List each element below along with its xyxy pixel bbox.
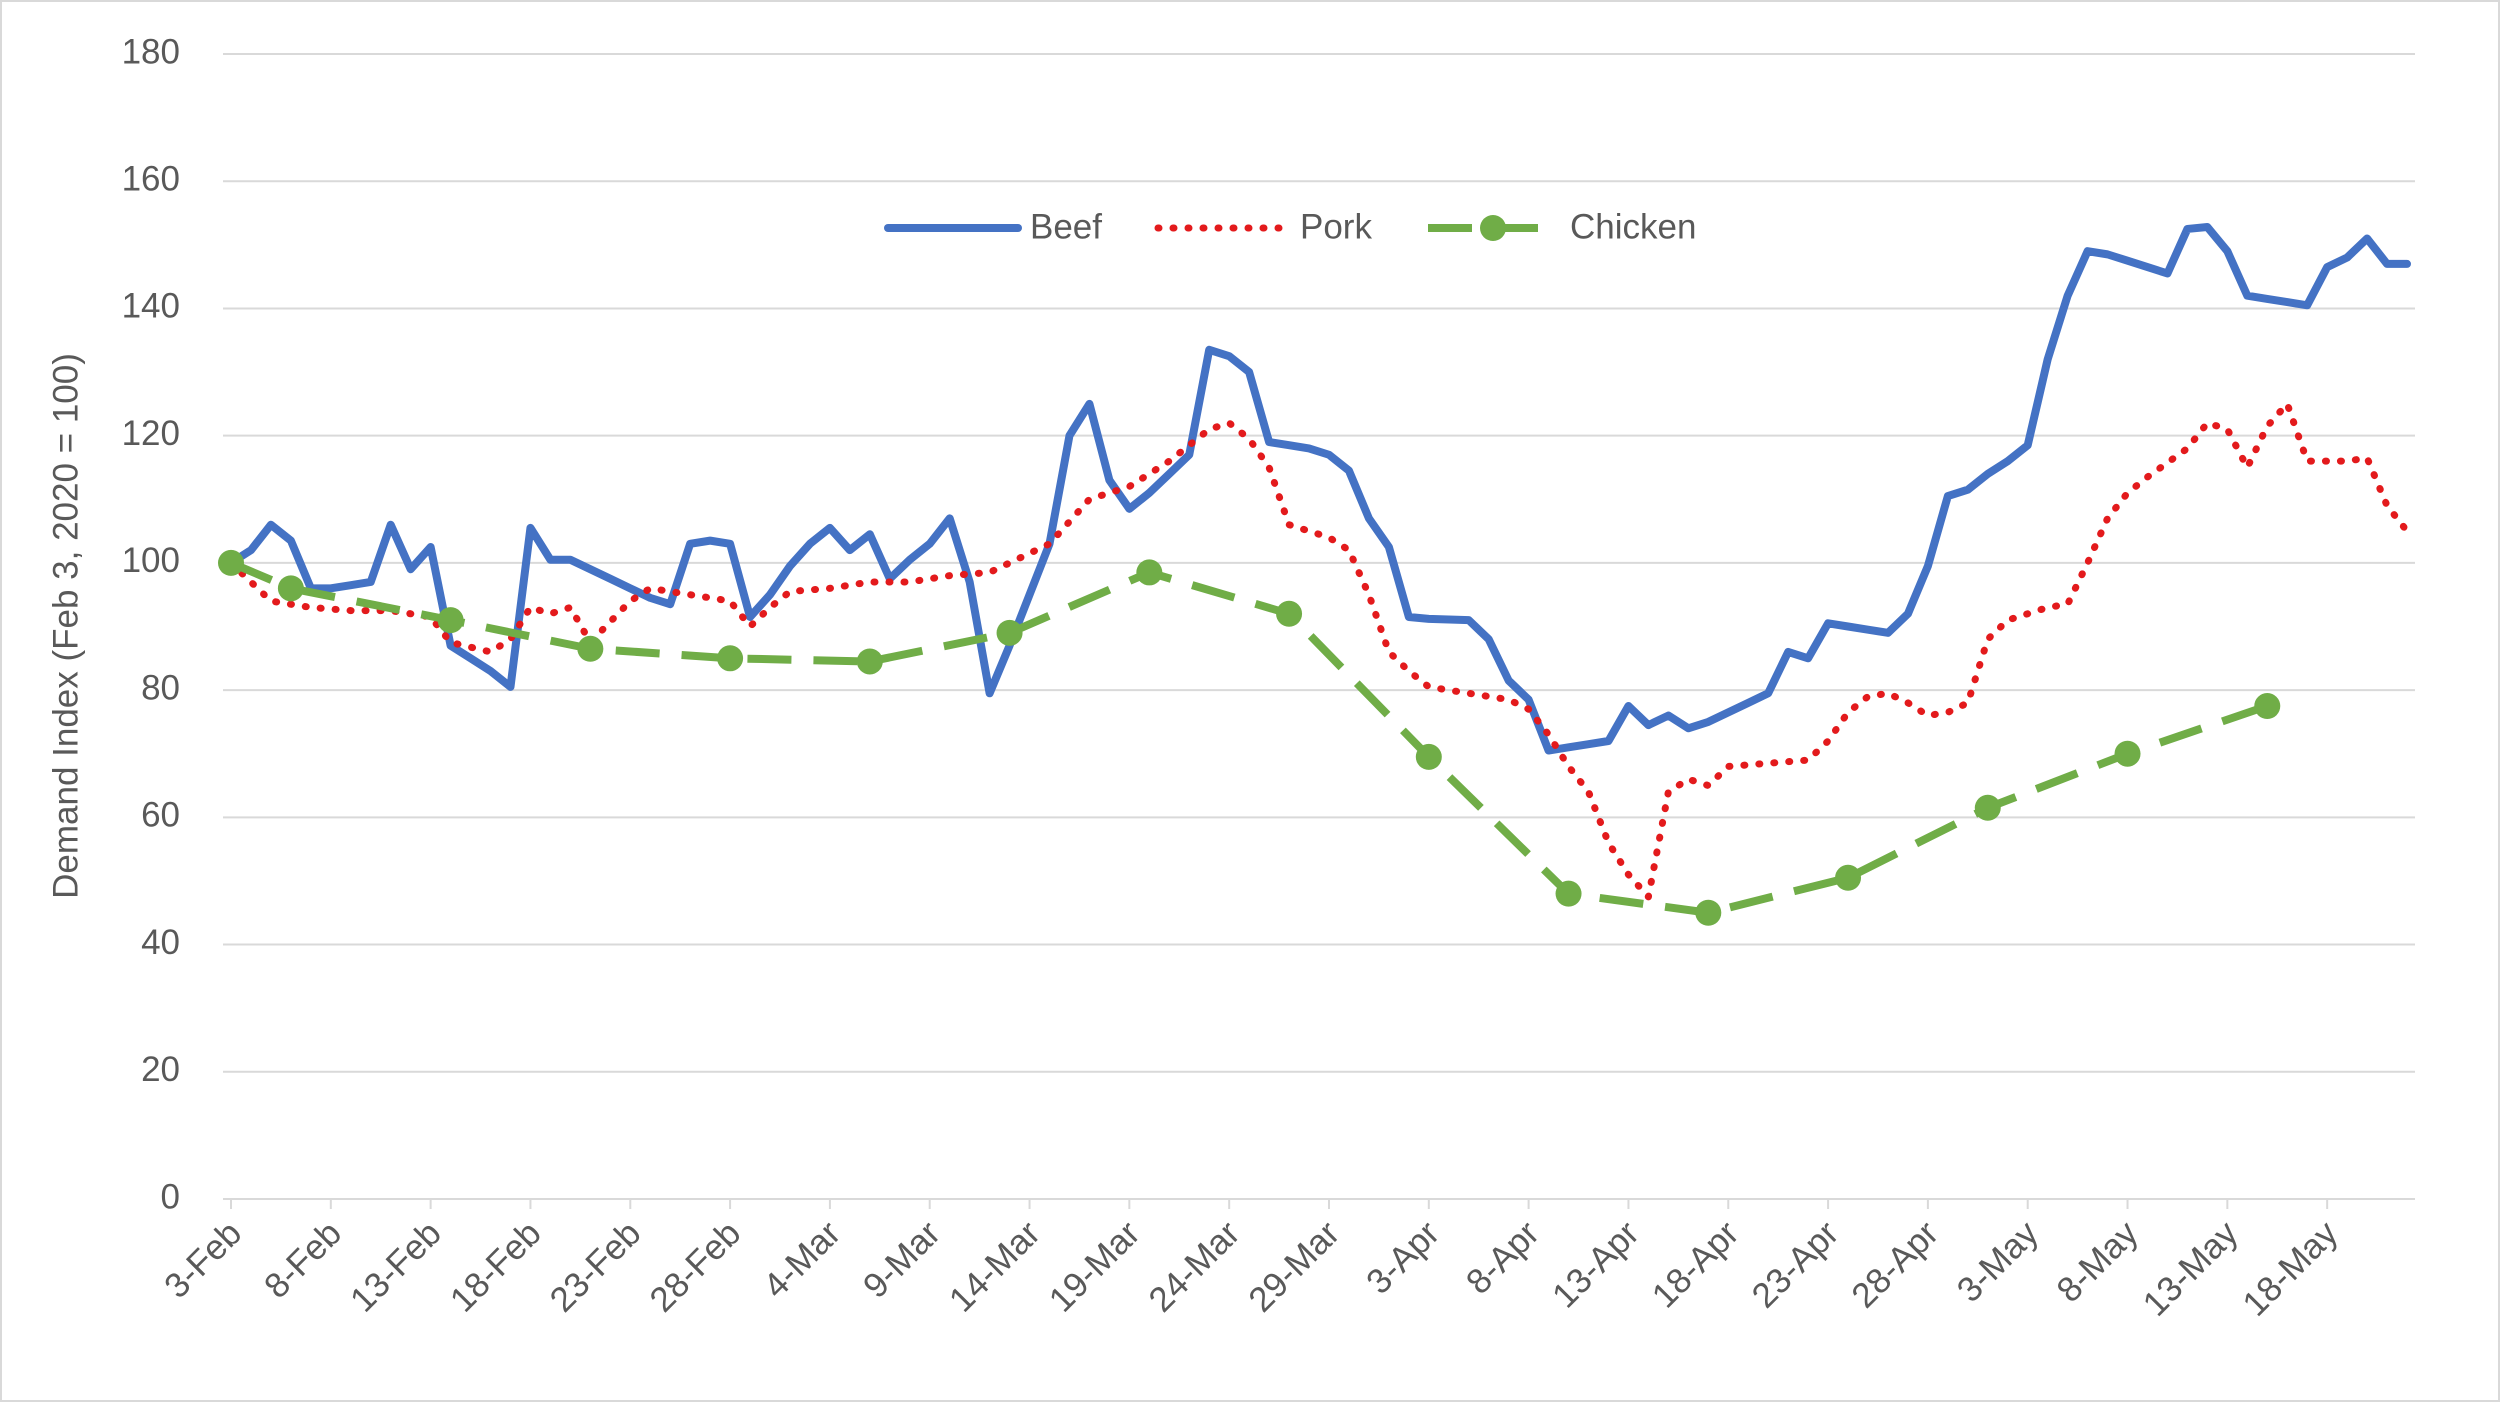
point-marker [577,635,604,662]
legend-label: Beef [1030,207,1102,246]
series-line [227,223,2412,755]
y-tick-label: 40 [141,923,180,962]
y-axis-label: Demand Index (Feb 3, 2020 = 100) [46,353,85,899]
point-marker [1974,794,2001,821]
point-marker [277,575,304,602]
point-marker [1276,600,1303,627]
y-tick-label: 160 [122,159,180,198]
y-tick-label: 80 [141,668,180,707]
y-tick-label: 120 [122,414,180,453]
point-marker [437,607,464,634]
y-tick-label: 140 [122,287,180,326]
y-tick-label: 100 [122,541,180,580]
y-tick-label: 180 [122,32,180,71]
y-tick-label: 60 [141,796,180,835]
point-marker [856,648,883,675]
point-marker [2114,740,2141,767]
series-line [227,400,2411,901]
point-marker [1695,899,1722,926]
series-line [229,559,2269,917]
y-tick-label: 0 [161,1177,180,1216]
legend-label: Pork [1300,207,1372,246]
point-marker [1415,743,1442,770]
point-marker [1136,559,1163,586]
point-marker [717,645,744,672]
legend-marker [1480,215,1506,241]
point-marker [2254,693,2281,720]
point-marker [1555,880,1582,907]
y-tick-label: 20 [141,1050,180,1089]
point-marker [218,549,244,576]
point-marker [996,619,1023,646]
legend-label: Chicken [1570,207,1696,246]
point-marker [1835,864,1862,891]
